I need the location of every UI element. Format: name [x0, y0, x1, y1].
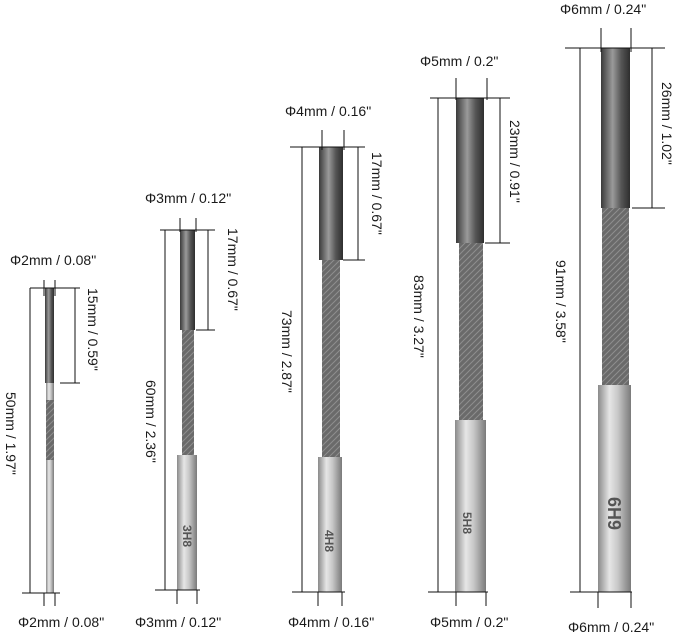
reamer-2mm-flute-length: 15mm / 0.59"	[85, 288, 101, 371]
reamer-3mm: 3H8	[177, 230, 197, 590]
reamer-3mm-mark: 3H8	[180, 525, 194, 547]
reamer-2mm-dimensions	[22, 280, 80, 606]
reamer-5mm-dimensions	[428, 78, 510, 606]
reamer-4mm-top-diameter: Φ4mm / 0.16"	[285, 103, 371, 119]
reamer-2mm	[45, 288, 54, 593]
reamer-6mm-dimensions	[565, 28, 665, 608]
reamer-5mm-shank	[455, 420, 486, 592]
reamer-5mm-flute-length: 23mm / 0.91"	[507, 120, 523, 203]
reamer-6mm-flute	[601, 48, 630, 208]
reamer-5mm: 5H8	[455, 98, 486, 592]
reamer-5mm-neck	[459, 243, 483, 420]
reamer-6mm-flute-length: 26mm / 1.02"	[659, 82, 675, 165]
reamer-3mm-shank	[177, 455, 197, 590]
reamer-4mm-total-length: 73mm / 2.87"	[279, 310, 295, 393]
reamer-4mm-bottom-diameter: Φ4mm / 0.16"	[288, 614, 374, 630]
reamer-6mm-neck	[602, 208, 629, 385]
reamer-4mm-neck	[322, 260, 340, 457]
reamer-5mm-top-diameter: Φ5mm / 0.2"	[420, 53, 498, 69]
reamer-6mm: 6H9	[598, 48, 631, 592]
reamer-5mm-total-length: 83mm / 3.27"	[411, 275, 427, 358]
reamer-3mm-bottom-diameter: Φ3mm / 0.12"	[135, 614, 221, 630]
reamer-2mm-knurl	[46, 400, 54, 460]
reamer-4mm-flute	[319, 147, 343, 260]
reamer-3mm-flute	[180, 230, 195, 330]
reamer-3mm-top-diameter: Φ3mm / 0.12"	[145, 190, 231, 206]
reamer-4mm: 4H8	[318, 147, 343, 592]
reamer-4mm-dimensions	[290, 130, 365, 606]
reamer-2mm-shank	[46, 383, 54, 593]
reamer-4mm-flute-length: 17mm / 0.67"	[369, 152, 385, 235]
reamer-2mm-flute	[45, 288, 54, 383]
reamer-3mm-dimensions	[155, 218, 215, 604]
reamer-6mm-top-diameter: Φ6mm / 0.24"	[560, 1, 646, 17]
reamer-3mm-flute-length: 17mm / 0.67"	[225, 228, 241, 311]
reamer-3mm-total-length: 60mm / 2.36"	[143, 380, 159, 463]
reamer-4mm-mark: 4H8	[322, 530, 336, 552]
reamer-2mm-total-length: 50mm / 1.97"	[3, 392, 19, 475]
reamer-4mm-shank	[318, 457, 342, 592]
reamer-2mm-bottom-diameter: Φ2mm / 0.08"	[18, 614, 104, 630]
reamer-6mm-mark: 6H9	[604, 497, 624, 530]
reamer-6mm-bottom-diameter: Φ6mm / 0.24"	[568, 619, 654, 635]
reamer-2mm-top-diameter: Φ2mm / 0.08"	[10, 252, 96, 268]
reamer-6mm-total-length: 91mm / 3.58"	[553, 260, 569, 343]
reamer-5mm-mark: 5H8	[460, 512, 474, 534]
reamer-3mm-neck	[182, 330, 194, 455]
reamer-6mm-shank	[598, 385, 631, 592]
reamer-5mm-flute	[456, 98, 484, 243]
reamer-5mm-bottom-diameter: Φ5mm / 0.2"	[430, 614, 508, 630]
